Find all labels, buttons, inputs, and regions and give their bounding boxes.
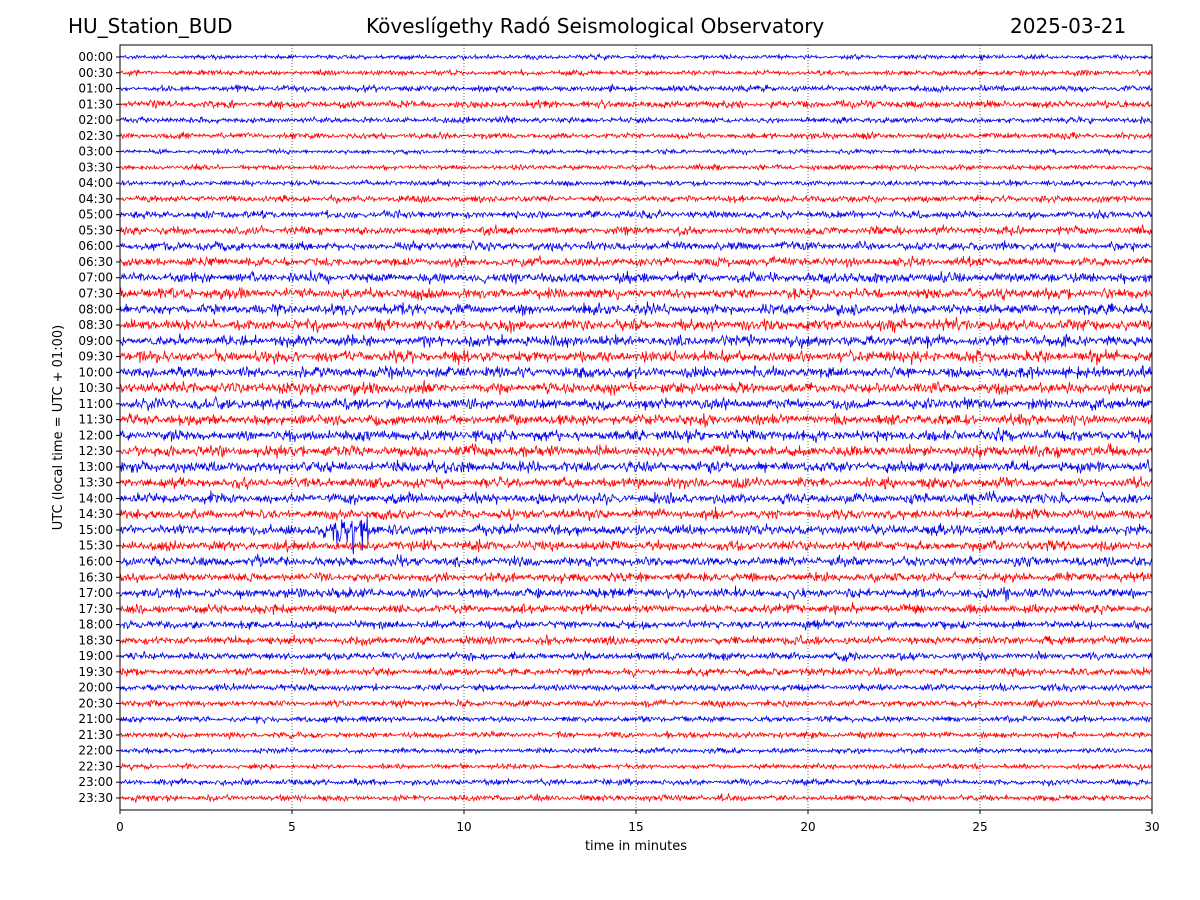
- trace-row-1800: [119, 618, 1153, 631]
- y-tick-label: 15:00: [78, 523, 113, 537]
- trace-row-0200: [119, 115, 1153, 125]
- x-tick-label: 25: [972, 820, 987, 834]
- y-tick-label: 06:30: [78, 255, 113, 269]
- y-tick-label: 13:30: [78, 476, 113, 490]
- trace-row-1630: [119, 570, 1153, 585]
- trace-row-2130: [119, 730, 1153, 740]
- y-tick-label: 09:00: [78, 334, 113, 348]
- chart-title: Köveslígethy Radó Seismological Observat…: [366, 14, 825, 38]
- y-tick-label: 18:00: [78, 618, 113, 632]
- trace-row-0730: [119, 286, 1153, 301]
- y-tick-label: 14:00: [78, 491, 113, 505]
- trace-row-0230: [119, 130, 1153, 141]
- y-tick-label: 12:30: [78, 444, 113, 458]
- y-tick-label: 15:30: [78, 539, 113, 553]
- trace-row-1330: [119, 476, 1153, 490]
- y-tick-label: 17:00: [78, 586, 113, 600]
- y-tick-label: 12:00: [78, 428, 113, 442]
- y-tick-label: 08:00: [78, 302, 113, 316]
- y-tick-label: 04:30: [78, 192, 113, 206]
- y-tick-label: 09:30: [78, 350, 113, 364]
- y-tick-label: 22:00: [78, 744, 113, 758]
- trace-row-2030: [119, 698, 1153, 710]
- trace-row-2000: [119, 682, 1153, 693]
- trace-row-2100: [119, 714, 1153, 725]
- y-tick-label: 10:30: [78, 381, 113, 395]
- y-tick-label: 00:00: [78, 50, 113, 64]
- y-tick-label: 19:30: [78, 665, 113, 679]
- trace-row-0530: [119, 224, 1153, 238]
- y-tick-label: 11:30: [78, 413, 113, 427]
- y-tick-label: 03:30: [78, 160, 113, 174]
- y-tick-label: 02:00: [78, 113, 113, 127]
- y-tick-label: 21:30: [78, 728, 113, 742]
- x-axis-label: time in minutes: [585, 839, 687, 854]
- trace-row-0900: [119, 333, 1153, 349]
- y-tick-label: 05:00: [78, 208, 113, 222]
- y-tick-label: 22:30: [78, 759, 113, 773]
- x-tick-labels: 0 5 10 15 20 25 30: [116, 810, 1160, 834]
- y-tick-label: 07:00: [78, 271, 113, 285]
- x-tick-label: 30: [1144, 820, 1159, 834]
- station-name: HU_Station_BUD: [68, 14, 233, 38]
- trace-row-1130: [119, 412, 1153, 428]
- trace-row-0300: [119, 147, 1153, 157]
- trace-row-2230: [119, 761, 1153, 772]
- trace-row-0930: [119, 348, 1153, 366]
- y-tick-label: 20:00: [78, 681, 113, 695]
- y-tick-label: 16:30: [78, 570, 113, 584]
- y-tick-label: 07:30: [78, 286, 113, 300]
- y-tick-label: 01:00: [78, 82, 113, 96]
- x-tick-label: 20: [800, 820, 815, 834]
- trace-row-0830: [119, 316, 1153, 334]
- x-tick-label: 5: [288, 820, 296, 834]
- trace-row-0100: [119, 82, 1153, 94]
- y-tick-label: 18:30: [78, 633, 113, 647]
- y-tick-label: 13:00: [78, 460, 113, 474]
- y-tick-label: 03:00: [78, 145, 113, 159]
- y-tick-label: 23:00: [78, 775, 113, 789]
- y-tick-label: 17:30: [78, 602, 113, 616]
- y-tick-label: 16:00: [78, 555, 113, 569]
- y-tick-label: 21:00: [78, 712, 113, 726]
- y-tick-label: 20:30: [78, 696, 113, 710]
- trace-row-2300: [119, 777, 1153, 788]
- y-axis-label: UTC (local time = UTC + 01:00): [51, 325, 66, 530]
- x-tick-label: 10: [456, 820, 471, 834]
- x-tick-label: 0: [116, 820, 124, 834]
- x-tick-label: 15: [628, 820, 643, 834]
- trace-row-0330: [119, 162, 1153, 173]
- y-tick-label: 19:00: [78, 649, 113, 663]
- y-tick-label: 08:30: [78, 318, 113, 332]
- y-tick-label: 01:30: [78, 97, 113, 111]
- trace-row-1700: [119, 585, 1153, 602]
- y-tick-label: 14:30: [78, 507, 113, 521]
- y-tick-label: 02:30: [78, 129, 113, 143]
- y-tick-label: 23:30: [78, 791, 113, 805]
- trace-row-1730: [119, 602, 1153, 616]
- y-tick-label: 00:30: [78, 66, 113, 80]
- y-tick-label: 04:00: [78, 176, 113, 190]
- chart-date: 2025-03-21: [1010, 14, 1127, 38]
- y-tick-label: 11:00: [78, 397, 113, 411]
- grid-lines: [291, 45, 981, 810]
- trace-row-0500: [119, 208, 1153, 221]
- y-tick-label: 06:00: [78, 239, 113, 253]
- trace-row-1030: [119, 380, 1153, 397]
- y-tick-label: 10:00: [78, 365, 113, 379]
- y-tick-label: 05:30: [78, 223, 113, 237]
- trace-row-1900: [119, 650, 1153, 662]
